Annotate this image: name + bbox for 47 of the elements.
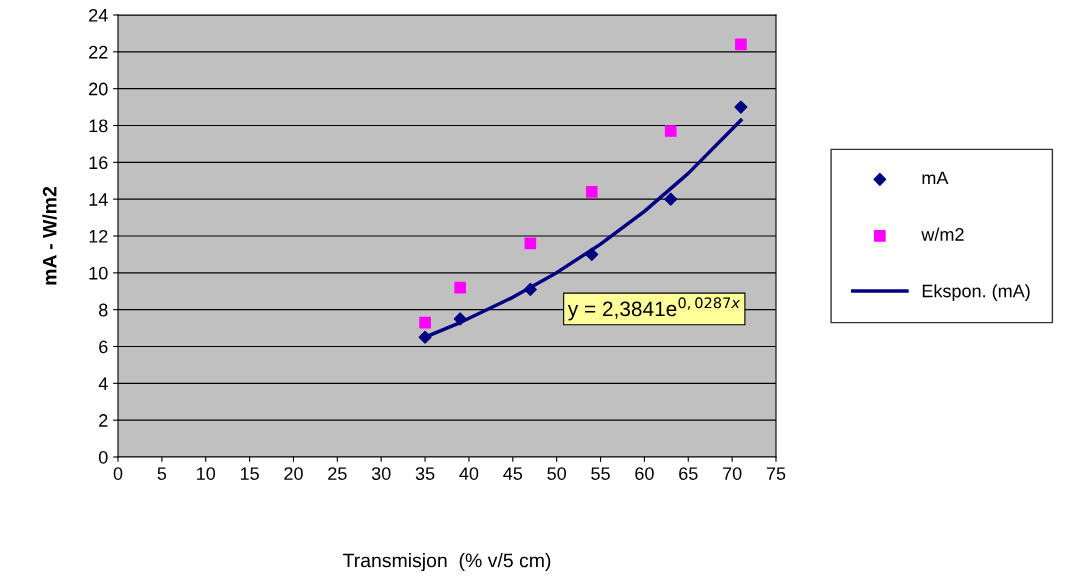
point — [734, 100, 748, 114]
y-tick-label: 0 — [98, 450, 108, 464]
y-tick-label: 22 — [89, 45, 108, 59]
x-tick-label: 50 — [547, 467, 566, 480]
x-tick-label: 30 — [371, 467, 391, 480]
x-tick-label: 35 — [415, 467, 435, 480]
point — [453, 312, 467, 326]
y-tick-label: 4 — [98, 377, 108, 390]
y-tick-label: 20 — [89, 82, 108, 96]
y-tick-label: 18 — [89, 119, 108, 133]
point — [418, 330, 432, 344]
x-tick-label: 60 — [635, 467, 654, 480]
x-tick-label: 65 — [679, 467, 698, 480]
x-tick-label: 75 — [766, 467, 786, 480]
point — [585, 247, 599, 261]
x-axis-title: Transmisjon (% v/5 cm) — [343, 553, 551, 572]
annotation: y = 2,3841e$^{0,0287x}$ — [567, 297, 741, 321]
legend-label: Ekspon. (mA) — [922, 284, 1030, 301]
y-tick-label: 14 — [89, 193, 108, 206]
x-tick-label: 5 — [157, 467, 167, 480]
y-axis-title: mA - W/m2 — [42, 186, 57, 285]
point — [524, 237, 537, 250]
point — [523, 282, 537, 296]
x-tick-label: 0 — [113, 467, 123, 480]
point — [664, 125, 677, 137]
point — [454, 281, 467, 294]
x-tick-label: 40 — [459, 467, 479, 480]
x-tick-label: 70 — [723, 467, 742, 480]
legend-label: mA — [922, 171, 949, 185]
x-tick-label: 25 — [328, 467, 347, 480]
x-tick-label: 20 — [284, 467, 303, 480]
point — [419, 316, 431, 329]
y-tick-label: 24 — [89, 8, 108, 22]
x-tick-label: 10 — [197, 467, 216, 480]
y-tick-label: 16 — [89, 156, 108, 170]
point — [735, 38, 747, 51]
y-tick-label: 6 — [99, 340, 108, 354]
legend-label: w/m2 — [921, 227, 964, 241]
x-tick-label: 45 — [503, 467, 523, 480]
point — [585, 185, 598, 198]
y-tick-label: 12 — [89, 229, 108, 243]
point — [664, 192, 678, 206]
y-tick-label: 8 — [99, 303, 108, 317]
x-tick-label: 15 — [240, 467, 259, 480]
x-tick-label: 55 — [591, 467, 610, 480]
y-tick-label: 2 — [99, 414, 108, 427]
y-tick-label: 10 — [89, 266, 108, 280]
